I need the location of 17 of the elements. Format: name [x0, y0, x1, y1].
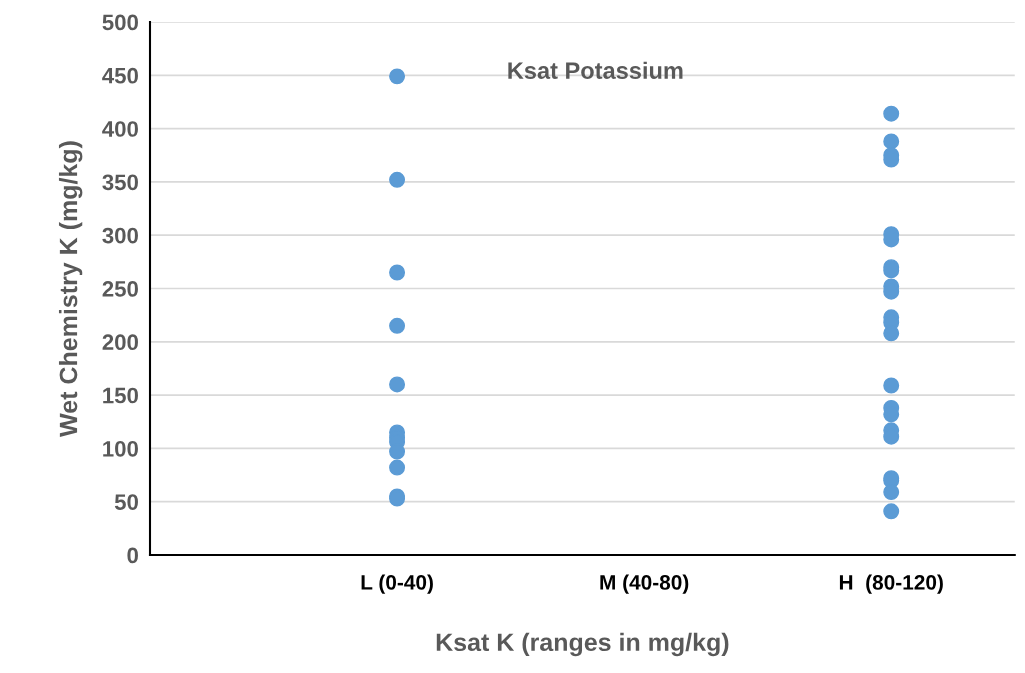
y-tick-label: 250 — [102, 281, 138, 297]
y-tick-label: 350 — [102, 174, 138, 191]
y-tick-label: 200 — [102, 334, 138, 351]
x-tick-label: L (0-40) — [361, 574, 433, 594]
y-tick-label: 100 — [103, 440, 138, 457]
y-tick-label: 0 — [127, 547, 138, 564]
y-tick-label: 500 — [102, 14, 138, 31]
y-tick-label: 300 — [102, 227, 138, 244]
x-tick-label: H (80-120) — [839, 574, 943, 594]
text: Ksat Potassium — [508, 61, 683, 79]
y-tick-label: 450 — [102, 67, 138, 84]
x-tick-label: M (40-80) — [600, 574, 689, 594]
y-tick-label: 150 — [103, 387, 138, 404]
y-tick-label: 50 — [114, 494, 138, 510]
y-axis-title: Wet Chemistry K (mg/kg) — [58, 141, 83, 437]
y-tick-label: 400 — [102, 121, 138, 137]
x-axis-title: Ksat K (ranges in mg/kg) — [436, 632, 729, 657]
